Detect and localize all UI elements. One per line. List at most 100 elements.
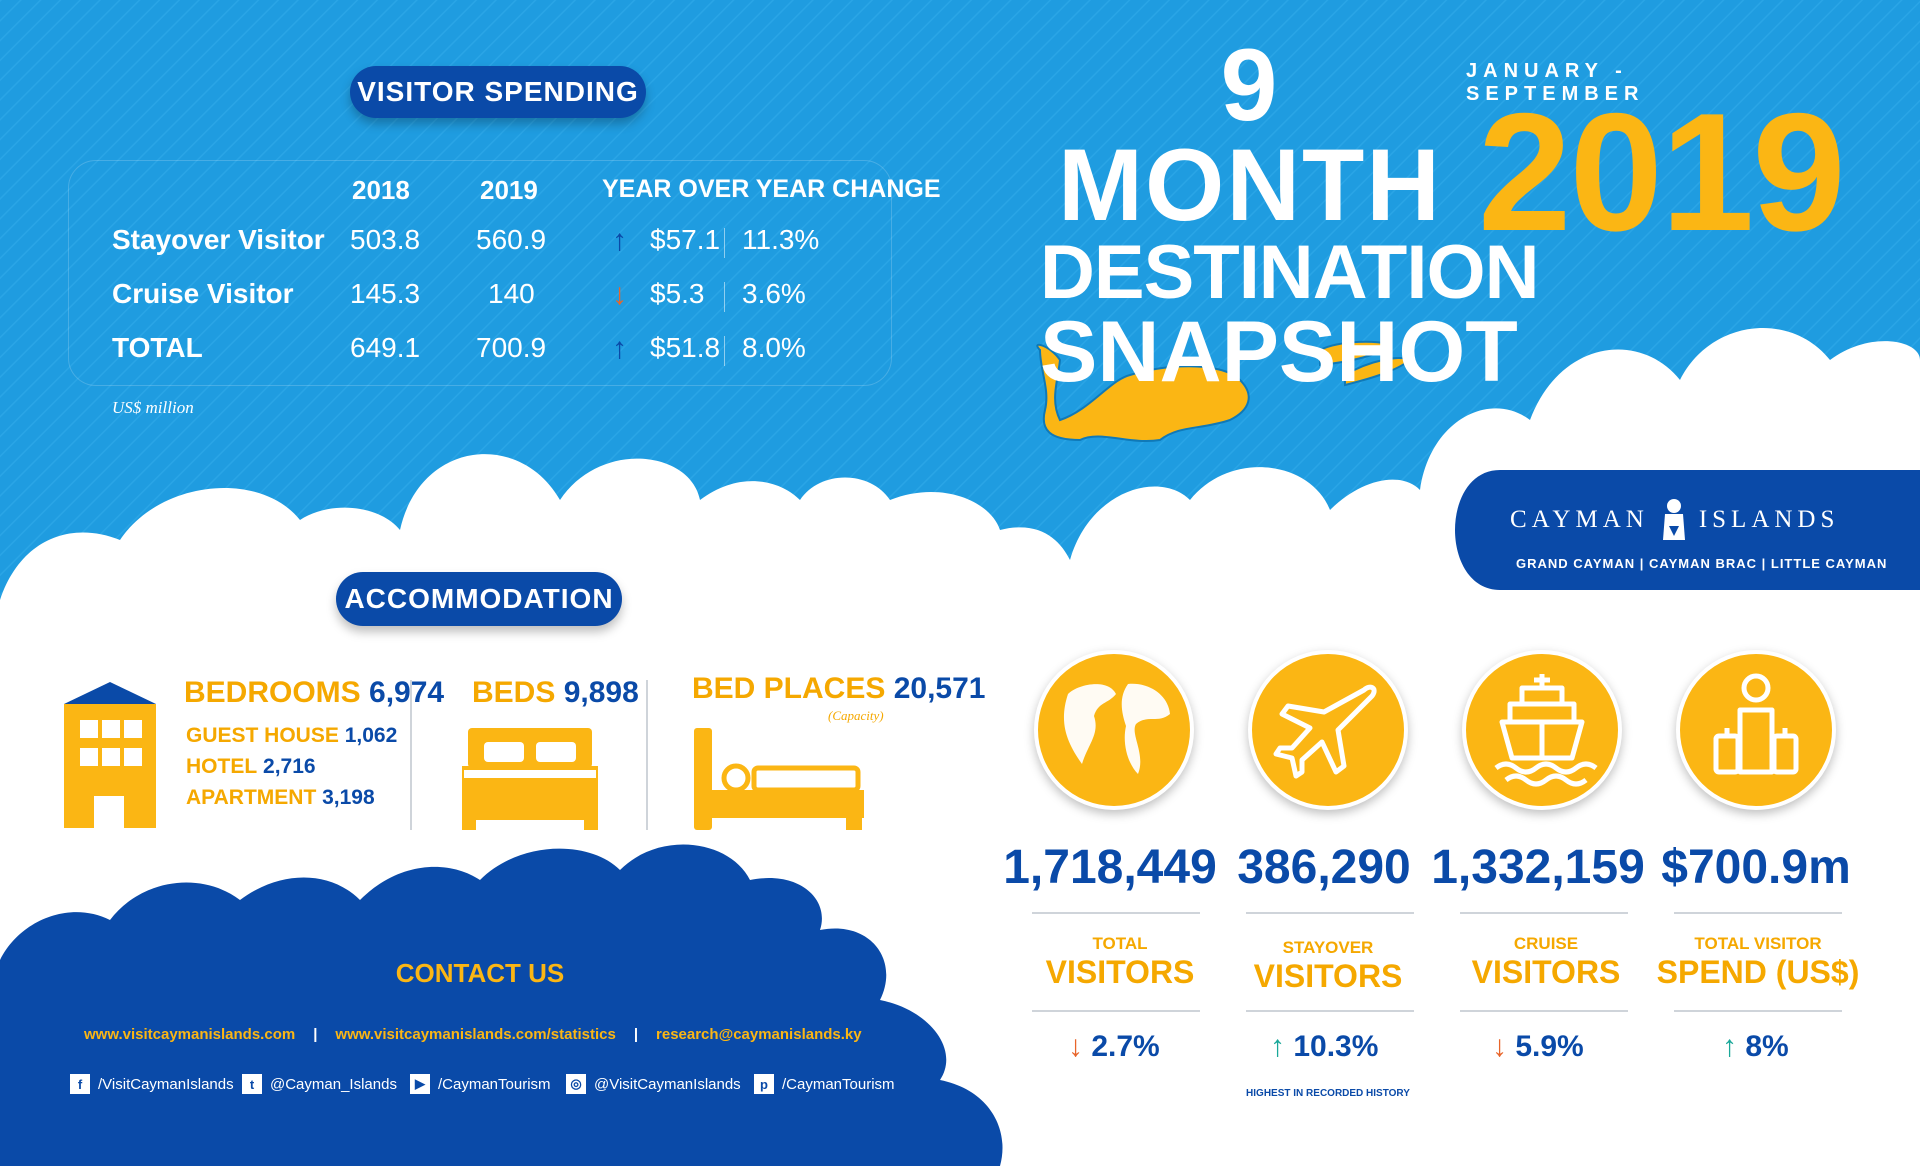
twitter-link[interactable]: t @Cayman_Islands [242,1074,397,1094]
row-pct: 3.6% [742,278,806,309]
beds: BEDS 9,898 [472,676,639,710]
brand-name-right: ISLANDS [1698,506,1840,533]
traveler-icon [1713,673,1799,775]
divider [1674,1010,1842,1012]
arrow-up-icon: ↑ [1270,1030,1285,1063]
stat-change-value: 10.3% [1293,1030,1379,1063]
stat-icon-circle [1034,650,1194,810]
row-2019: 560.9 [476,224,547,255]
building-icon [64,682,156,828]
apartment-label: APARTMENT [186,786,317,809]
guest-house-value: 1,062 [344,724,398,747]
stat-small-label: TOTAL [1092,934,1148,953]
title-line-2: DESTINATION [1040,229,1539,315]
statistics-link[interactable]: www.visitcaymanislands.com/statistics [335,1026,616,1043]
arrow-down-icon: ↓ [612,278,627,311]
year-label: 2019 [1478,78,1846,266]
stat-change: ↓ 2.7% [1068,1030,1160,1064]
row-pct: 8.0% [742,332,806,363]
website-link[interactable]: www.visitcaymanislands.com [84,1026,296,1043]
brand-islands: GRAND CAYMAN | CAYMAN BRAC | LITTLE CAYM… [1516,556,1888,571]
twitter-icon: t [242,1074,262,1094]
email-link[interactable]: research@caymanislands.ky [656,1026,862,1043]
row-2018: 649.1 [350,332,421,363]
arrow-down-icon: ↓ [1068,1030,1083,1063]
arrow-down-icon: ↓ [1492,1030,1507,1063]
pinterest-link[interactable]: p /CaymanTourism [754,1074,895,1094]
row-amount: $51.8 [650,332,721,363]
facebook-icon: f [70,1074,90,1094]
capacity-note: (Capacity) [828,708,884,723]
instagram-link[interactable]: ◎ @VisitCaymanIslands [566,1074,741,1094]
hotel: HOTEL 2,716 [186,755,316,779]
stat-change: ↑ 8% [1722,1030,1789,1064]
beds-value: 9,898 [563,676,639,709]
contact-links: www.visitcaymanislands.com | www.visitca… [84,1026,862,1043]
stat-big-label: VISITORS [1045,954,1195,990]
currency-note: US$ million [112,398,194,417]
hotel-value: 2,716 [263,755,316,778]
divider [1460,1010,1628,1012]
airplane-icon [1273,684,1377,779]
cayman-brac-island [1319,340,1392,367]
divider [410,680,412,830]
stat-big-label: SPEND (US$) [1656,954,1860,990]
arrow-up-icon: ↑ [1722,1030,1737,1063]
stat-icon-circle [1462,650,1622,810]
apartment: APARTMENT 3,198 [186,786,375,810]
globe-icon [1044,660,1184,800]
bedrooms-value: 6,974 [369,676,445,709]
brand-banner [1455,470,1920,590]
bed-places: BED PLACES 20,571 [692,672,985,706]
title-line-3: SNAPSHOT [1040,304,1518,401]
stat-change-value: 2.7% [1091,1030,1160,1063]
col-change-header: YEAR OVER YEAR CHANGE [602,175,941,203]
divider [1032,1010,1200,1012]
stat-change: ↓ 5.9% [1492,1030,1584,1064]
divider [1246,1010,1414,1012]
arrow-up-icon: ↑ [612,332,627,365]
title-line-1: 9 MONTH [1058,28,1442,242]
guest-house: GUEST HOUSE 1,062 [186,724,397,748]
row-label: Cruise Visitor [112,278,294,309]
row-2018: 503.8 [350,224,421,255]
spending-table [68,160,892,386]
pinterest-icon: p [754,1074,774,1094]
bed-places-value: 20,571 [893,672,986,705]
stat-value: $700.9m [1661,841,1851,894]
stat-icon-circle [1676,650,1836,810]
col-2018-header: 2018 [352,175,410,205]
row-label: TOTAL [112,332,203,363]
row-pct: 11.3% [742,224,820,255]
stat-value: 386,290 [1237,841,1411,894]
snapshot-title: 9 MONTH DESTINATION SNAPSHOT [1040,28,1539,401]
row-amount: $57.1 [650,224,721,255]
beds-label: BEDS [472,676,556,709]
pinterest-handle: /CaymanTourism [782,1075,895,1093]
facebook-handle: /VisitCaymanIslands [98,1075,234,1093]
accommodation-heading: ACCOMMODATION [336,572,622,626]
brand-logo: CAYMAN ISLANDS [1510,496,1910,544]
col-2019-header: 2019 [480,175,538,205]
instagram-icon: ◎ [566,1074,586,1094]
row-amount: $5.3 [650,278,705,309]
little-cayman-island [1344,357,1412,387]
stat-change-value: 8% [1745,1030,1789,1063]
facebook-link[interactable]: f /VisitCaymanIslands [70,1074,234,1094]
stat-value: 1,718,449 [1003,841,1217,894]
bedrooms-label: BEDROOMS [184,676,361,709]
island-map [1036,340,1412,442]
twitter-handle: @Cayman_Islands [270,1075,397,1093]
stat-change-value: 5.9% [1515,1030,1584,1063]
stat-icon-circle [1248,650,1408,810]
youtube-link[interactable]: ▶ /CaymanTourism [410,1074,551,1094]
stat-change: ↑ 10.3% [1270,1030,1378,1064]
double-bed-icon [462,728,598,830]
grand-cayman-island [1036,343,1250,442]
row-label: Stayover Visitor [112,224,325,255]
youtube-icon: ▶ [410,1074,430,1094]
divider [1460,912,1628,914]
crest-icon [1659,496,1689,544]
arrow-up-icon: ↑ [612,224,627,257]
youtube-handle: /CaymanTourism [438,1075,551,1093]
